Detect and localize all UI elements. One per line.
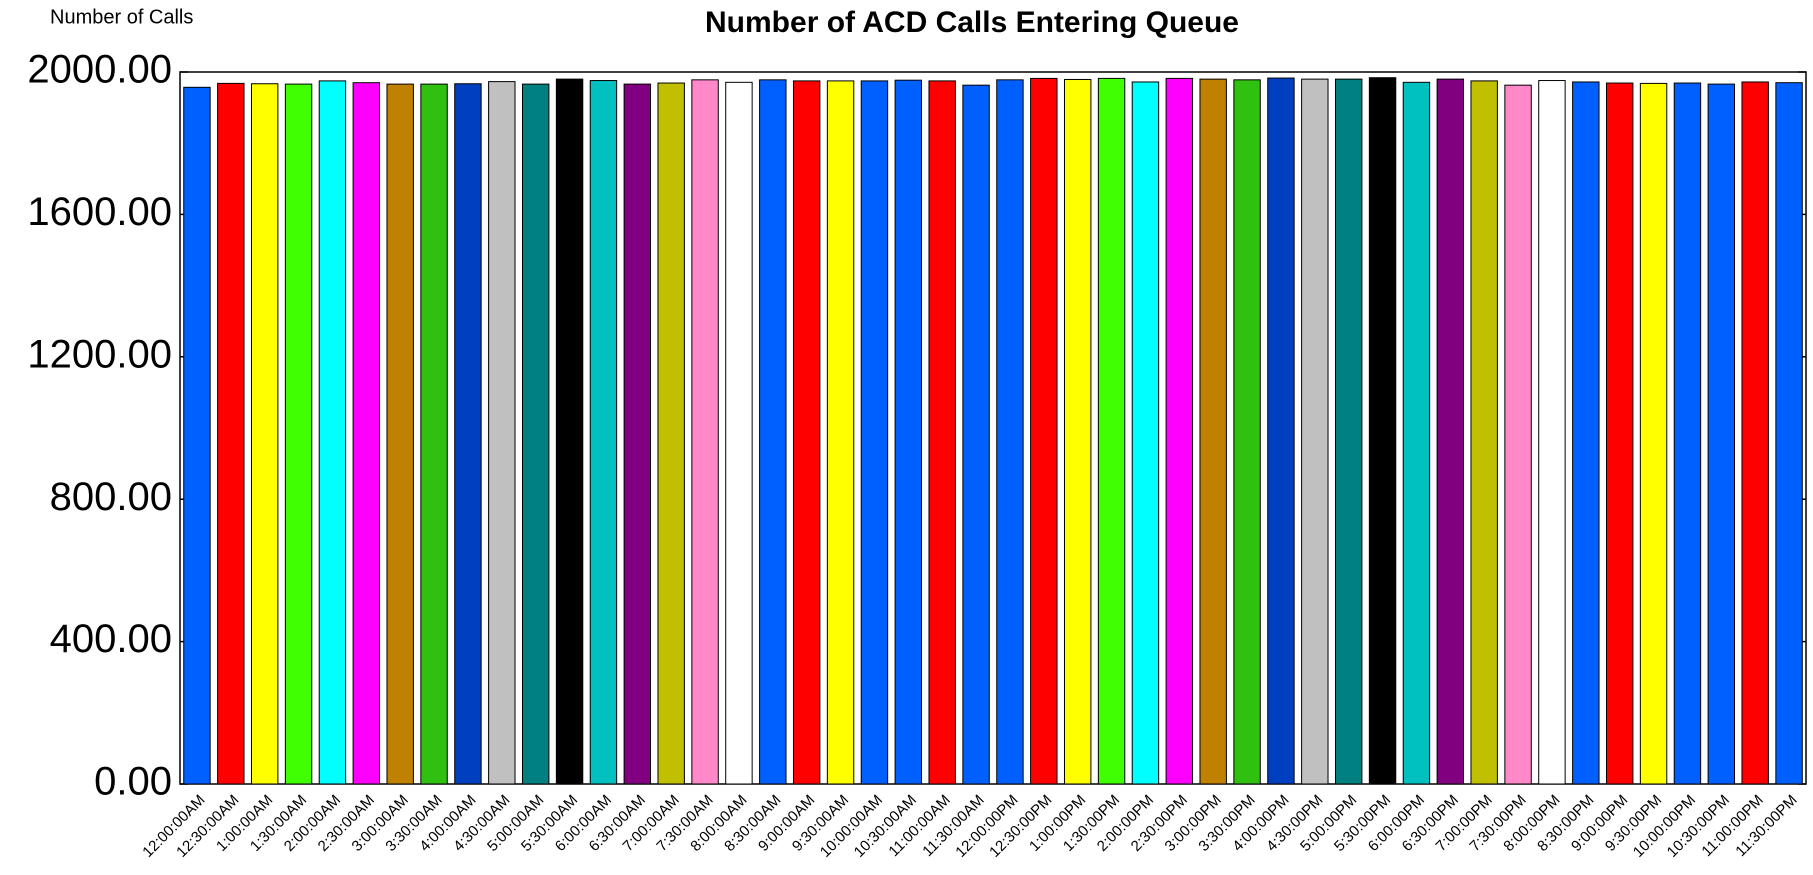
y-tick-label: 400.00 <box>50 617 172 661</box>
bar <box>623 83 652 785</box>
plot-frame <box>179 71 1807 785</box>
bar <box>1436 78 1465 785</box>
bar <box>1267 77 1295 785</box>
bar <box>1639 82 1668 785</box>
bar <box>1673 82 1702 785</box>
bar <box>1233 79 1261 785</box>
bar <box>826 80 855 785</box>
bar <box>555 78 584 785</box>
y-tick-label: 800.00 <box>50 475 172 519</box>
bar <box>183 86 211 785</box>
bar <box>589 80 618 785</box>
bar <box>1063 78 1092 785</box>
y-tick-label: 1200.00 <box>27 332 172 376</box>
bar <box>1030 77 1058 785</box>
bar <box>521 83 550 785</box>
bar <box>894 79 923 785</box>
bar <box>1334 78 1363 785</box>
bar <box>1301 78 1329 785</box>
bar <box>1165 77 1194 785</box>
bar <box>1470 80 1498 785</box>
chart-title: Number of ACD Calls Entering Queue <box>705 6 1239 39</box>
bar <box>1605 82 1634 785</box>
bar <box>488 81 516 785</box>
bar <box>386 83 414 785</box>
bar <box>691 79 719 785</box>
y-tick-label: 0.00 <box>94 760 172 804</box>
bar <box>1368 77 1397 785</box>
y-tick-label: 1600.00 <box>27 190 172 234</box>
bar <box>1097 77 1126 785</box>
bar <box>1402 81 1431 785</box>
bar <box>860 80 889 785</box>
bar <box>1741 81 1769 785</box>
bar <box>250 83 279 785</box>
bar <box>1131 81 1160 785</box>
bar <box>318 80 347 785</box>
bar <box>996 79 1024 785</box>
bar <box>420 83 448 785</box>
bar <box>962 84 990 785</box>
bar <box>1572 81 1600 785</box>
bar <box>1504 84 1532 785</box>
bar <box>928 80 956 785</box>
bar <box>284 83 313 785</box>
bar <box>352 82 381 785</box>
y-tick-label: 2000.00 <box>27 48 172 92</box>
bar <box>1707 83 1736 785</box>
y-axis-title: Number of Calls <box>50 6 193 28</box>
bar <box>657 82 685 785</box>
bar <box>725 81 753 785</box>
bar <box>454 83 482 785</box>
bar <box>1538 80 1566 785</box>
bar <box>217 82 245 785</box>
bar <box>1199 78 1227 785</box>
bar <box>1775 82 1803 785</box>
bar <box>759 79 787 785</box>
bar <box>792 80 821 785</box>
